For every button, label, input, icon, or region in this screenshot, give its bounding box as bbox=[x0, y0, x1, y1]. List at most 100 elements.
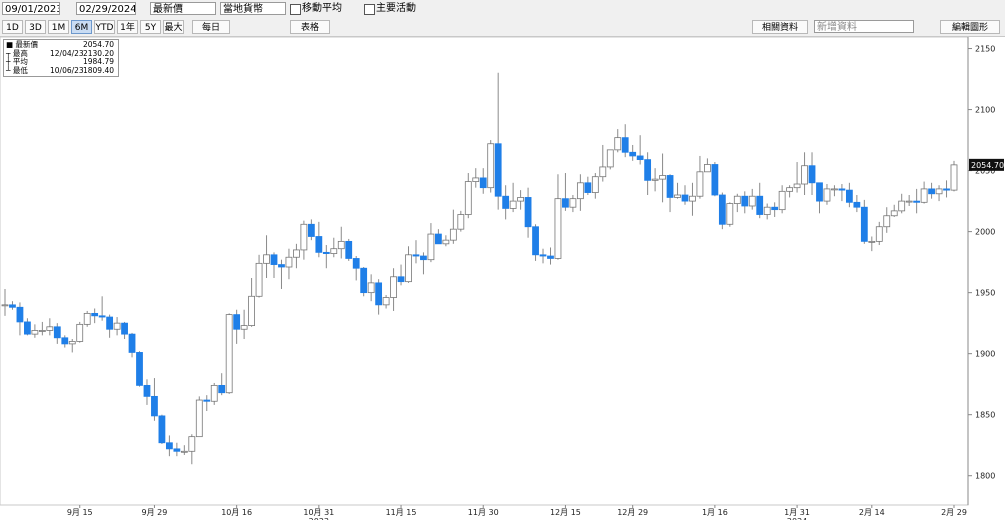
candle-body bbox=[352, 258, 360, 269]
candle-body bbox=[681, 194, 689, 202]
toolbar-row: 1D 3D 1M 6M YTD 1年 5Y 最大 每日 表格 相關資料 新增資料 編輯圖形 bbox=[0, 18, 1005, 37]
candle-body bbox=[248, 295, 255, 326]
candle-body bbox=[106, 316, 114, 330]
candle-body bbox=[307, 223, 315, 237]
period-button[interactable]: 1M bbox=[48, 20, 69, 34]
candle-body bbox=[614, 137, 622, 151]
frequency[interactable]: 每日 bbox=[192, 20, 230, 34]
year-label: 2024 bbox=[787, 517, 807, 520]
candle-body bbox=[382, 297, 390, 306]
period-button[interactable]: YTD bbox=[94, 20, 115, 34]
candle-body bbox=[397, 276, 405, 283]
candle-body bbox=[868, 240, 876, 243]
legend-name: 最新價 bbox=[15, 40, 38, 49]
period-button[interactable]: 5Y bbox=[140, 20, 161, 34]
candle-body bbox=[905, 200, 913, 203]
legend-item: ■ 最新價 2054.70 bbox=[6, 40, 114, 49]
x-tick-label: 11月 15 bbox=[386, 508, 417, 517]
candle-body bbox=[151, 395, 158, 417]
candle-body bbox=[16, 306, 24, 323]
y-tick-label: 2100 bbox=[975, 106, 995, 115]
currency[interactable]: 當地貨幣 bbox=[220, 2, 286, 15]
candle-body bbox=[24, 321, 31, 335]
table-button[interactable]: 表格 bbox=[290, 20, 330, 34]
candle-body bbox=[763, 206, 771, 215]
candle-body bbox=[91, 312, 99, 317]
candle-body bbox=[502, 195, 510, 209]
candle-body bbox=[696, 171, 704, 197]
candle-body bbox=[233, 314, 241, 330]
candle-body bbox=[644, 159, 652, 181]
candle-body bbox=[890, 210, 898, 217]
candle-body bbox=[517, 197, 524, 202]
key-events[interactable]: 主要活動 bbox=[376, 3, 416, 14]
related-button[interactable]: 相關資料 bbox=[752, 20, 808, 34]
candle-body bbox=[950, 164, 958, 191]
legend-item: ┼ 平均 1984.79 bbox=[6, 57, 114, 66]
candle-body bbox=[293, 249, 300, 258]
candle-body bbox=[255, 262, 263, 297]
edit-button[interactable]: 編輯圖形 bbox=[940, 20, 1000, 34]
candle-body bbox=[771, 206, 779, 211]
period-button[interactable]: 1年 bbox=[117, 20, 138, 34]
legend-value: 1984.79 bbox=[82, 57, 114, 66]
price-field[interactable]: 最新價 bbox=[150, 2, 216, 15]
candle-body bbox=[405, 254, 412, 283]
candle-body bbox=[733, 195, 741, 204]
last-price-label: 2054.70 bbox=[971, 161, 1004, 170]
candle-body bbox=[367, 282, 375, 294]
start-date[interactable]: 09/01/2023 bbox=[2, 2, 60, 15]
candle-body bbox=[666, 175, 674, 198]
candle-body bbox=[756, 195, 764, 215]
legend-date: 12/04/23 bbox=[50, 48, 84, 58]
period-button[interactable]: 6M bbox=[71, 20, 92, 34]
candle-body bbox=[778, 190, 786, 211]
candle-body bbox=[457, 214, 465, 230]
candle-body bbox=[31, 330, 39, 335]
candle-body bbox=[449, 228, 457, 241]
end-date[interactable]: 02/29/2024 bbox=[76, 2, 136, 15]
candle-body bbox=[793, 183, 801, 189]
legend-value: 2054.70 bbox=[82, 40, 114, 49]
add-data[interactable]: 新增資料 bbox=[814, 20, 914, 33]
candle-body bbox=[576, 182, 584, 200]
period-button[interactable]: 1D bbox=[2, 20, 23, 34]
candle-body bbox=[83, 312, 91, 325]
x-tick-label: 11月 30 bbox=[468, 508, 499, 517]
candle-body bbox=[494, 143, 502, 197]
period-button[interactable]: 最大 bbox=[163, 20, 184, 34]
candle-body bbox=[38, 330, 46, 332]
x-tick-label: 12月 29 bbox=[617, 508, 648, 517]
candle-body bbox=[1, 304, 9, 307]
candle-body bbox=[629, 151, 637, 157]
candle-body bbox=[121, 322, 128, 335]
candle-body bbox=[195, 399, 203, 438]
x-tick-label: 1月 31 bbox=[784, 508, 810, 517]
candle-body bbox=[375, 282, 383, 306]
candle-body bbox=[845, 189, 853, 203]
moving-average[interactable]: 移動平均 bbox=[302, 3, 342, 14]
checkbox[interactable] bbox=[364, 4, 375, 15]
legend-date: 10/06/23 bbox=[50, 65, 84, 75]
legend-value: 2130.20 bbox=[82, 48, 114, 58]
candle-body bbox=[203, 399, 211, 402]
candle-body bbox=[285, 256, 293, 268]
x-tick-label: 9月 15 bbox=[67, 508, 93, 517]
candle-body bbox=[748, 195, 756, 207]
legend-item: ┬ 最高 12/04/23 2130.20 bbox=[6, 48, 114, 58]
candle-body bbox=[920, 188, 928, 203]
candle-body bbox=[524, 197, 532, 228]
candle-body bbox=[46, 326, 54, 331]
candle-body bbox=[263, 254, 270, 264]
candle-body bbox=[689, 195, 696, 202]
y-tick-label: 1850 bbox=[975, 411, 995, 420]
candle-body bbox=[158, 415, 166, 444]
candle-body bbox=[487, 143, 495, 189]
candle-body bbox=[786, 187, 794, 192]
candle-body bbox=[636, 155, 644, 161]
candle-body bbox=[360, 267, 368, 294]
period-button[interactable]: 3D bbox=[25, 20, 46, 34]
candle-body bbox=[554, 198, 562, 259]
checkbox[interactable] bbox=[290, 4, 301, 15]
candle-body bbox=[300, 223, 308, 251]
